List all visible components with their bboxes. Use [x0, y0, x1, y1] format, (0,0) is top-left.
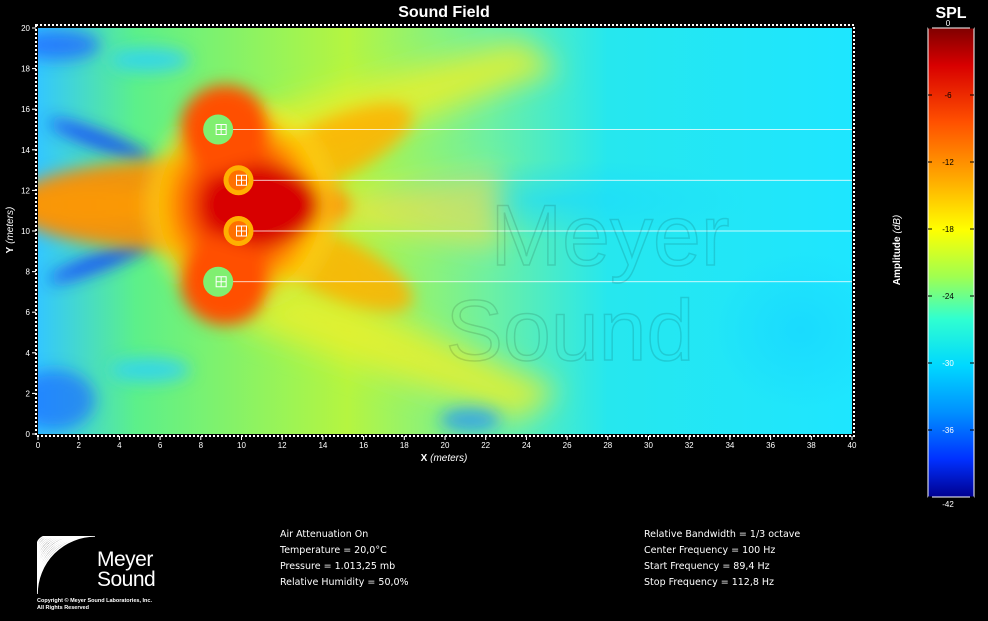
colorbar-label-name: Amplitude	[892, 236, 903, 285]
center-frequency: Center Frequency = 100 Hz	[644, 545, 776, 556]
copyright-line-2: All Rights Reserved	[37, 605, 89, 611]
x-tick-label: 18	[400, 441, 409, 450]
colorbar	[927, 27, 975, 498]
colorbar-tick-label: -30	[942, 359, 954, 368]
logo-waves-icon	[37, 536, 95, 594]
colorbar-tick-label: -36	[942, 426, 954, 435]
x-tick-label: 0	[36, 441, 41, 450]
x-tick-label: 36	[766, 441, 775, 450]
x-axis-ticks: 0 2 4 6 8 10 12 14 16 18 20 22 24 26 28 30 32 34 36 38 40	[36, 436, 857, 450]
x-tick-label: 30	[644, 441, 653, 450]
y-tick-label: 18	[21, 65, 30, 74]
sound-field-heatmap: Meyer Sound	[38, 28, 852, 434]
x-tick-label: 8	[199, 441, 204, 450]
colorbar-title: SPL	[935, 5, 966, 22]
copyright: Copyright © Meyer Sound Laboratories, In…	[37, 598, 152, 612]
y-tick-label: 14	[21, 146, 30, 155]
y-tick-label: 6	[26, 308, 31, 317]
meyer-sound-logo: Meyer Sound Copyright © Meyer Sound Labo…	[37, 536, 177, 616]
watermark-line-2: Sound	[446, 283, 695, 379]
logo-line-1: Meyer	[97, 548, 153, 571]
x-axis-unit: (meters)	[430, 453, 467, 464]
temperature: Temperature = 20,0°C	[280, 545, 387, 556]
relative-humidity: Relative Humidity = 50,0%	[280, 577, 409, 588]
atmosphere-info: Air Attenuation On Temperature = 20,0°C …	[280, 527, 409, 591]
colorbar-tick-label: -24	[942, 292, 954, 301]
copyright-line-1: Copyright © Meyer Sound Laboratories, In…	[37, 598, 152, 604]
air-attenuation: Air Attenuation On	[280, 529, 369, 540]
x-tick-label: 12	[278, 441, 287, 450]
x-tick-label: 32	[685, 441, 694, 450]
x-tick-label: 22	[481, 441, 490, 450]
speaker-array	[203, 114, 852, 297]
y-tick-label: 10	[21, 227, 30, 236]
colorbar-tick-label: -42	[942, 500, 954, 509]
x-tick-label: 4	[117, 441, 122, 450]
x-tick-label: 6	[158, 441, 163, 450]
colorbar-tick-label: -18	[942, 225, 954, 234]
colorbar-tick-label: 0	[946, 19, 951, 28]
x-tick-label: 40	[848, 441, 857, 450]
y-axis-name: Y	[5, 246, 16, 253]
y-axis-ticks: 0 2 4 6 8 10 12 14 16 18 20	[21, 24, 36, 439]
y-tick-label: 16	[21, 105, 30, 114]
x-axis-name: X	[421, 453, 428, 464]
colorbar-label: Amplitude (dB)	[892, 215, 903, 286]
watermark-line-1: Meyer	[491, 188, 730, 284]
y-tick-label: 0	[26, 430, 31, 439]
y-tick-label: 12	[21, 186, 30, 195]
x-tick-label: 10	[237, 441, 246, 450]
colorbar-ticks: 0 -6 -12 -18 -24 -30 -36 -42	[928, 19, 974, 509]
x-tick-label: 34	[725, 441, 734, 450]
y-tick-label: 20	[21, 24, 30, 33]
x-tick-label: 20	[441, 441, 450, 450]
y-tick-label: 8	[26, 268, 31, 277]
x-tick-label: 24	[522, 441, 531, 450]
stop-frequency: Stop Frequency = 112,8 Hz	[644, 577, 775, 588]
x-tick-label: 14	[318, 441, 327, 450]
y-tick-label: 2	[26, 389, 31, 398]
logo-line-2: Sound	[97, 568, 156, 591]
colorbar-tick-label: -6	[944, 91, 952, 100]
logo-wordmark: Meyer Sound	[97, 548, 156, 591]
x-tick-label: 16	[359, 441, 368, 450]
x-tick-label: 26	[563, 441, 572, 450]
colorbar-tick-label: -12	[942, 158, 954, 167]
pressure: Pressure = 1.013,25 mb	[280, 561, 396, 572]
x-tick-label: 2	[76, 441, 81, 450]
frequency-info: Relative Bandwidth = 1/3 octave Center F…	[644, 527, 800, 591]
plot-title: Sound Field	[398, 4, 490, 21]
start-frequency: Start Frequency = 89,4 Hz	[644, 561, 770, 572]
y-tick-label: 4	[26, 349, 31, 358]
y-axis-unit: (meters)	[5, 207, 16, 244]
x-tick-label: 28	[603, 441, 612, 450]
x-axis-label: X (meters)	[421, 453, 468, 464]
x-tick-label: 38	[807, 441, 816, 450]
relative-bandwidth: Relative Bandwidth = 1/3 octave	[644, 529, 801, 540]
y-axis-label: Y (meters)	[5, 207, 16, 254]
watermark: Meyer Sound	[445, 187, 730, 380]
colorbar-label-unit: (dB)	[892, 215, 903, 234]
